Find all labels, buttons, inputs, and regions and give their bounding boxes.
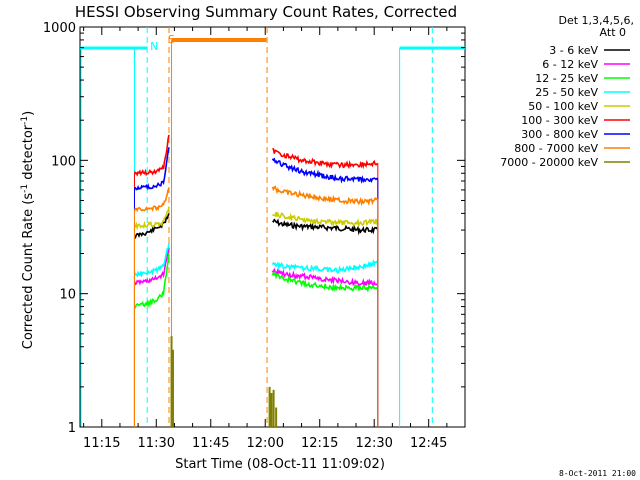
y-axis-label-exp2: -1 — [20, 116, 30, 125]
series-line-segment-2 — [271, 258, 379, 274]
series-line-segment-2 — [272, 147, 379, 170]
y-axis-label: Corrected Count Rate (s-1 detector-1) — [20, 111, 36, 349]
x-tick-label: 11:45 — [192, 436, 229, 451]
x-tick-label: 12:00 — [247, 436, 284, 451]
legend-entry-label: 50 - 100 keV — [528, 100, 598, 113]
series-line-segment-2 — [271, 185, 379, 207]
y-axis-label-end: ) — [21, 111, 36, 116]
y-tick-label: 1000 — [43, 21, 76, 36]
x-axis-label: Start Time (08-Oct-11 11:09:02) — [175, 457, 385, 472]
legend-entry-label: 300 - 800 keV — [521, 128, 598, 141]
series-line-segment-1 — [133, 247, 170, 286]
x-tick-label: 12:30 — [355, 436, 392, 451]
y-tick-label: 10 — [59, 288, 76, 303]
legend-entry-label: 3 - 6 keV — [549, 44, 598, 57]
x-tick-label: 12:15 — [301, 436, 338, 451]
series-line-segment-2 — [271, 157, 379, 184]
series-line-segment-1 — [133, 134, 170, 177]
x-tick-label: 11:15 — [83, 436, 120, 451]
y-tick-label: 100 — [51, 154, 76, 169]
series-line-segment-2 — [272, 211, 379, 228]
y-tick-label: 1 — [68, 421, 76, 436]
legend-entry-label: 12 - 25 keV — [535, 72, 598, 85]
series-line-segment-1 — [133, 242, 170, 278]
y-axis-label-exp1: -1 — [20, 184, 30, 193]
series-line-segment-2 — [271, 270, 378, 293]
legend-entry-label: 800 - 7000 keV — [514, 142, 598, 155]
legend-header-1: Det 1,3,4,5,6, — [558, 14, 634, 27]
y-axis-label-main: Corrected Count Rate (s — [21, 193, 36, 350]
footer-timestamp: 8-Oct-2011 21:00 — [559, 469, 636, 478]
axes-layer: 11:15 11:30 11:45 12:00 12:15 12:30 12:45 1 10 10… — [43, 21, 465, 451]
x-tick-label: 11:30 — [138, 436, 175, 451]
legend-entry-label: 25 - 50 keV — [535, 86, 598, 99]
legend-entry-label: 6 - 12 keV — [542, 58, 598, 71]
legend-entry-label: 100 - 300 keV — [521, 114, 598, 127]
series-line-segment-1 — [134, 206, 170, 231]
series-line-segment-1 — [134, 213, 170, 239]
legend-entry-label: 7000 - 20000 keV — [500, 156, 598, 169]
series-layer — [133, 134, 379, 427]
series-line-segment-2 — [272, 218, 379, 236]
x-tick-label: 12:45 — [410, 436, 447, 451]
series-line-segment-1 — [134, 253, 170, 309]
flag-s-label: S — [168, 33, 175, 46]
series-line-segment-2 — [271, 267, 379, 287]
series-line-segment-1 — [134, 147, 170, 191]
chart-title: HESSI Observing Summary Count Rates, Cor… — [75, 3, 457, 21]
plot-frame — [79, 26, 466, 428]
y-axis-label-mid: detector — [21, 124, 36, 184]
flag-n-label: N — [150, 40, 158, 53]
series-line-segment-1 — [133, 187, 170, 213]
legend-header-2: Att 0 — [600, 26, 626, 39]
